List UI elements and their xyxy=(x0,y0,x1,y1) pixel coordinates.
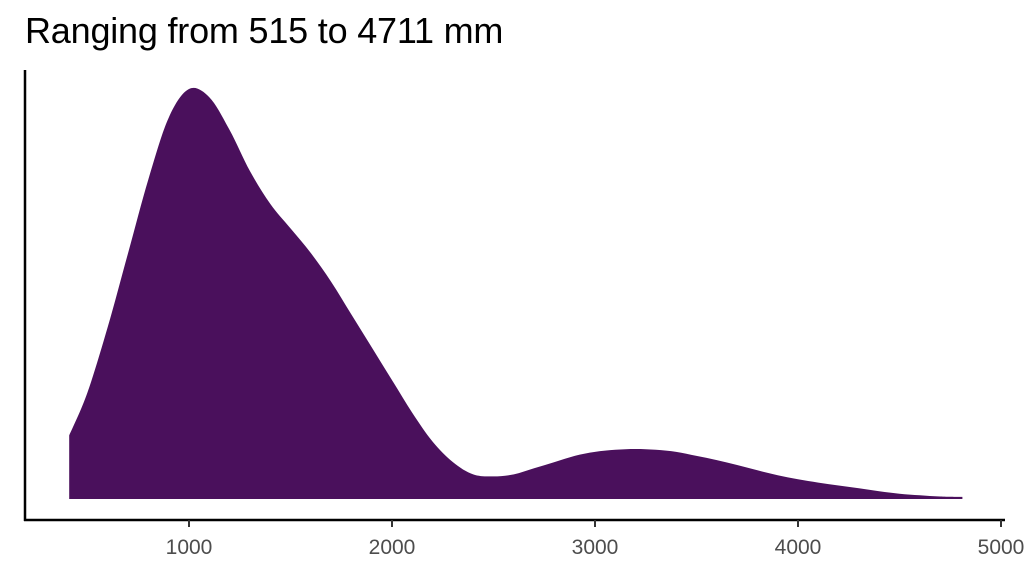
x-tick-label: 1000 xyxy=(166,536,213,559)
x-tick-label: 4000 xyxy=(775,536,822,559)
x-axis-ticks: 1000 2000 3000 4000 5000 xyxy=(166,520,1024,559)
x-tick-label: 3000 xyxy=(572,536,619,559)
x-tick-label: 5000 xyxy=(978,536,1024,559)
x-tick-label: 2000 xyxy=(369,536,416,559)
density-area xyxy=(69,87,963,499)
chart-title: Ranging from 515 to 4711 mm xyxy=(25,10,504,51)
